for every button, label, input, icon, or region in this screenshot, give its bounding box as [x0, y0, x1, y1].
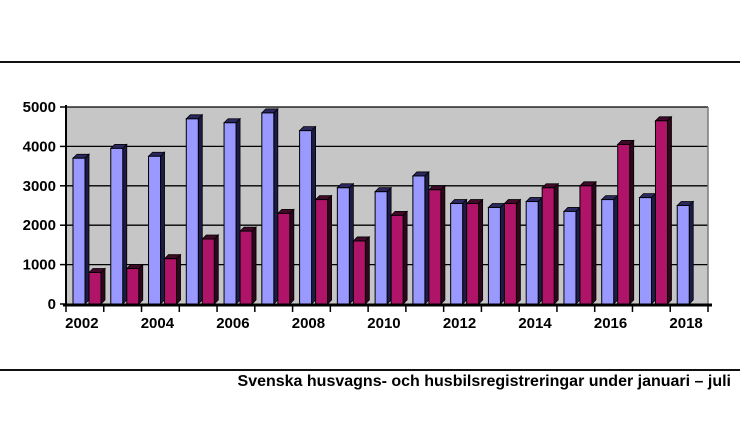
bar-side-husbilar-2006 — [251, 226, 257, 305]
bar-husvagnar-2018 — [676, 205, 690, 305]
x-tick-label: 2016 — [594, 315, 627, 332]
bar-side-husbilar-2003 — [138, 263, 144, 305]
x-tick-label: 2006 — [216, 315, 249, 332]
bar-husvagnar-2009 — [336, 187, 350, 305]
bar-side-husvagnar-2006 — [235, 117, 241, 305]
bar-husvagnar-2004 — [148, 155, 162, 305]
bar-side-husvagnar-2007 — [273, 107, 279, 305]
bar-side-husbilar-2012 — [478, 198, 484, 305]
bar-husbilar-2005 — [201, 238, 215, 305]
bar-side-husvagnar-2005 — [197, 113, 203, 305]
bar-husvagnar-2012 — [450, 203, 464, 305]
bar-husvagnar-2014 — [525, 201, 539, 305]
bar-side-husvagnar-2012 — [462, 198, 468, 305]
y-tick-label: 1000 — [23, 257, 56, 274]
bar-husbilar-2002 — [88, 271, 102, 305]
bar-husbilar-2010 — [390, 214, 404, 305]
bar-side-husbilar-2002 — [100, 267, 106, 305]
y-tick-label: 4000 — [23, 138, 56, 155]
bar-side-husvagnar-2010 — [386, 186, 392, 305]
y-tick-label: 5000 — [23, 99, 56, 116]
bar-side-husbilar-2004 — [176, 253, 181, 305]
bar-side-husvagnar-2016 — [613, 194, 619, 305]
y-tick-label: 2000 — [23, 217, 56, 234]
bar-husbilar-2003 — [126, 268, 140, 305]
x-tick-label: 2018 — [669, 315, 702, 332]
bar-husbilar-2014 — [541, 187, 555, 305]
bar-side-husvagnar-2014 — [537, 196, 543, 305]
bar-husvagnar-2003 — [110, 147, 124, 305]
bar-husvagnar-2002 — [72, 157, 86, 305]
y-tick-label: 0 — [48, 296, 56, 313]
bar-husvagnar-2016 — [601, 199, 615, 305]
bar-husbilar-2007 — [277, 212, 291, 305]
bar-husbilar-2004 — [164, 258, 178, 305]
bar-side-husbilar-2008 — [327, 194, 332, 305]
bar-husvagnar-2015 — [563, 210, 577, 305]
bar-side-husvagnar-2013 — [500, 202, 505, 305]
bar-side-husvagnar-2009 — [348, 182, 354, 305]
y-tick-label: 3000 — [23, 178, 56, 195]
top-divider-rule — [0, 61, 740, 63]
bar-side-husbilar-2016 — [629, 139, 635, 305]
bar-husvagnar-2008 — [299, 130, 313, 305]
x-tick-label: 2002 — [65, 315, 98, 332]
bar-side-husvagnar-2015 — [575, 206, 581, 305]
x-tick-label: 2004 — [141, 315, 175, 332]
bar-side-husvagnar-2011 — [424, 170, 430, 305]
bar-side-husvagnar-2004 — [160, 151, 165, 305]
bar-side-husvagnar-2002 — [84, 153, 90, 305]
bar-husbilar-2006 — [239, 230, 253, 305]
bar-husbilar-2012 — [466, 203, 480, 305]
bar-husvagnar-2010 — [374, 191, 388, 305]
bar-side-husbilar-2009 — [364, 235, 370, 305]
bar-side-husbilar-2007 — [289, 208, 295, 305]
bar-side-husbilar-2017 — [667, 115, 672, 305]
bar-side-husvagnar-2018 — [688, 200, 694, 305]
registrations-bar-chart: 0 1000 2000 3000 4000 5000 2002 2004 2006 2008 201… — [23, 99, 712, 332]
bar-husbilar-2015 — [579, 185, 593, 305]
bar-side-husvagnar-2008 — [311, 125, 316, 305]
x-tick-label: 2014 — [518, 315, 552, 332]
x-tick-label: 2010 — [367, 315, 400, 332]
bar-husbilar-2009 — [352, 240, 366, 305]
bar-husvagnar-2011 — [412, 175, 426, 305]
bar-husbilar-2011 — [428, 189, 442, 305]
bar-side-husbilar-2014 — [553, 182, 559, 305]
bar-husvagnar-2013 — [487, 206, 501, 305]
bar-side-husvagnar-2003 — [122, 143, 128, 305]
bar-side-husbilar-2015 — [591, 180, 597, 305]
chart-caption: Svenska husvagns- och husbilsregistrerin… — [237, 373, 731, 390]
x-tick-label: 2008 — [292, 315, 325, 332]
bottom-divider-rule — [0, 369, 740, 371]
bar-side-husbilar-2005 — [213, 234, 219, 305]
bar-side-husbilar-2010 — [402, 210, 408, 305]
bar-husvagnar-2007 — [261, 112, 275, 305]
bar-side-husbilar-2011 — [440, 184, 446, 305]
bar-side-husvagnar-2017 — [651, 192, 656, 305]
bar-husvagnar-2017 — [638, 197, 652, 305]
bar-husvagnar-2006 — [223, 122, 237, 305]
bar-husvagnar-2005 — [185, 118, 199, 305]
x-tick-label: 2012 — [443, 315, 476, 332]
bar-husbilar-2016 — [617, 143, 631, 305]
bar-side-husbilar-2013 — [516, 198, 521, 305]
bar-husbilar-2017 — [654, 120, 668, 305]
bar-husbilar-2013 — [503, 203, 517, 305]
bar-husbilar-2008 — [315, 199, 329, 305]
